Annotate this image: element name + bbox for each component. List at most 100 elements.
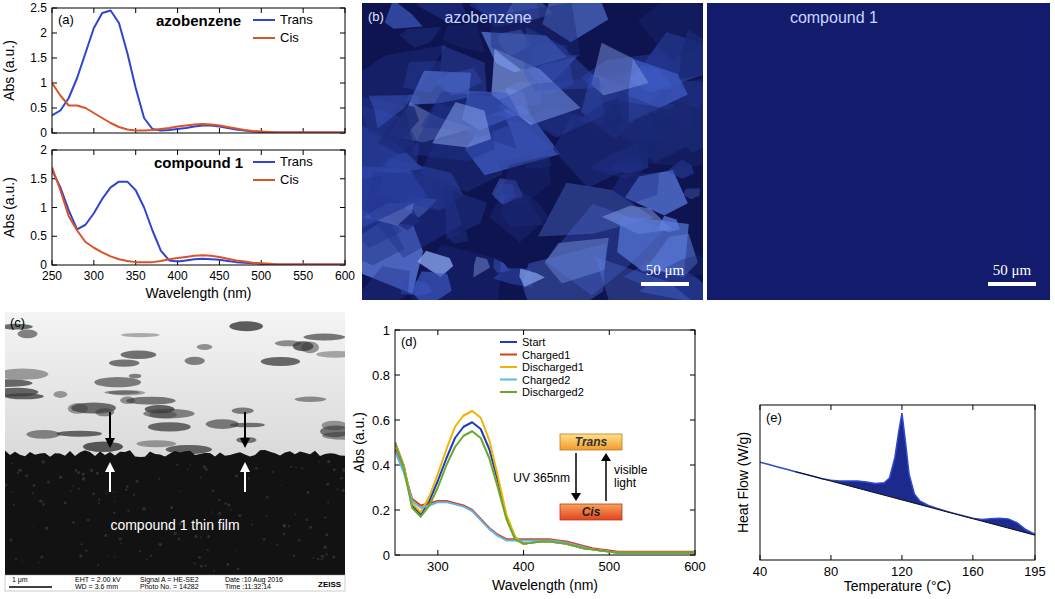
chart-title: compound 1 — [154, 154, 243, 171]
chart-panel: 00.511.522.5(a)azobenzeneTransCisAbs (a.… — [1, 1, 345, 140]
plot-background — [52, 8, 345, 133]
x-tick-label: 400 — [513, 559, 535, 574]
surface-feature — [230, 423, 265, 428]
grain — [105, 492, 107, 494]
x-axis-title: Wavelength (nm) — [145, 285, 251, 301]
grain — [113, 491, 115, 493]
x-tick — [437, 330, 438, 335]
x-tick-label: 600 — [335, 269, 355, 283]
x-tick — [830, 405, 831, 410]
grain — [204, 565, 206, 567]
y-tick — [690, 510, 695, 511]
legend-swatch — [500, 341, 517, 343]
brand: ZEISS — [318, 580, 342, 589]
x-tick — [972, 405, 973, 410]
y-tick-label: 2.5 — [30, 1, 47, 15]
y-tick-label: 0.6 — [372, 413, 390, 428]
grain — [179, 491, 180, 492]
grain — [324, 516, 326, 518]
x-tick — [135, 150, 136, 155]
surface-feature — [83, 442, 123, 452]
surface-feature — [143, 409, 194, 419]
legend-swatch — [253, 19, 275, 21]
x-tick-label: 160 — [962, 564, 984, 579]
surface-feature — [137, 440, 177, 447]
crystal-domain — [495, 77, 604, 138]
grain — [295, 514, 297, 516]
x-tick-label: 300 — [84, 269, 104, 283]
grain — [218, 499, 220, 501]
surface-feature — [5, 388, 38, 397]
grain — [207, 535, 210, 538]
annotation-line: light — [614, 476, 637, 490]
grain — [17, 472, 19, 474]
grain — [224, 502, 227, 505]
grain — [42, 503, 45, 506]
x-tick-label: 195 — [1024, 564, 1046, 579]
grain — [19, 469, 22, 472]
grain — [5, 484, 8, 487]
grain — [283, 533, 286, 536]
grain — [45, 527, 48, 530]
grain — [326, 483, 329, 486]
crystal-domain — [378, 111, 415, 154]
panel-letter: (e) — [766, 410, 782, 425]
legend-label: Trans — [280, 154, 313, 169]
y-tick-label: 0.4 — [372, 458, 390, 473]
panel-letter: (a) — [58, 12, 74, 27]
grain — [200, 477, 202, 479]
arrow-head — [240, 462, 250, 472]
grain — [324, 546, 327, 549]
grain — [309, 526, 312, 529]
series-line — [395, 449, 695, 551]
y-tick-label: 1 — [383, 323, 390, 338]
surface-feature — [18, 329, 38, 338]
grain — [52, 479, 53, 480]
x-tick-label: 450 — [209, 269, 229, 283]
crystal-domain — [440, 45, 487, 95]
x-tick — [135, 8, 136, 13]
grain — [25, 474, 28, 477]
surface-feature — [295, 397, 326, 402]
grain — [119, 537, 122, 540]
crystal-domain — [410, 103, 495, 162]
surface-feature — [197, 344, 213, 350]
legend-swatch — [500, 354, 517, 356]
surface-feature — [121, 333, 159, 337]
legend-label: Cis — [280, 30, 299, 45]
grain — [13, 504, 15, 506]
grain — [312, 557, 314, 559]
y-tick-label: 0 — [383, 548, 390, 563]
arrow-head — [105, 438, 115, 448]
x-tick-label: 500 — [598, 559, 620, 574]
plot-marks — [395, 411, 695, 553]
micrograph — [362, 3, 703, 300]
x-tick-label: 600 — [684, 559, 706, 574]
grain — [321, 558, 323, 560]
grain — [77, 471, 80, 474]
surface-feature — [120, 351, 156, 359]
crystal-domain — [473, 257, 490, 278]
grain — [114, 556, 116, 558]
page: {"chart_data": [ {"type": "line", "panel… — [0, 0, 1055, 599]
x-tick-label: 350 — [126, 269, 146, 283]
crystal-domain — [385, 3, 423, 29]
frame-group — [760, 405, 1035, 560]
grain — [178, 538, 181, 541]
y-tick — [395, 465, 400, 466]
x-tick — [437, 550, 438, 555]
chart-panel: 30040050060000.20.40.60.81(d)Wavelength … — [351, 323, 706, 593]
grain — [170, 506, 173, 509]
grain — [336, 488, 338, 490]
y-tick-label: 0.5 — [30, 229, 47, 243]
legend-swatch — [253, 37, 275, 39]
image-label: compound 1 thin film — [110, 517, 239, 533]
annotation: visiblelight — [614, 463, 648, 490]
grain — [306, 518, 309, 521]
surface-feature — [5, 369, 48, 380]
micrograph — [707, 3, 1050, 300]
arrow — [575, 453, 577, 495]
grain — [21, 561, 22, 562]
plot-frame — [760, 405, 1035, 560]
grain — [78, 488, 80, 490]
